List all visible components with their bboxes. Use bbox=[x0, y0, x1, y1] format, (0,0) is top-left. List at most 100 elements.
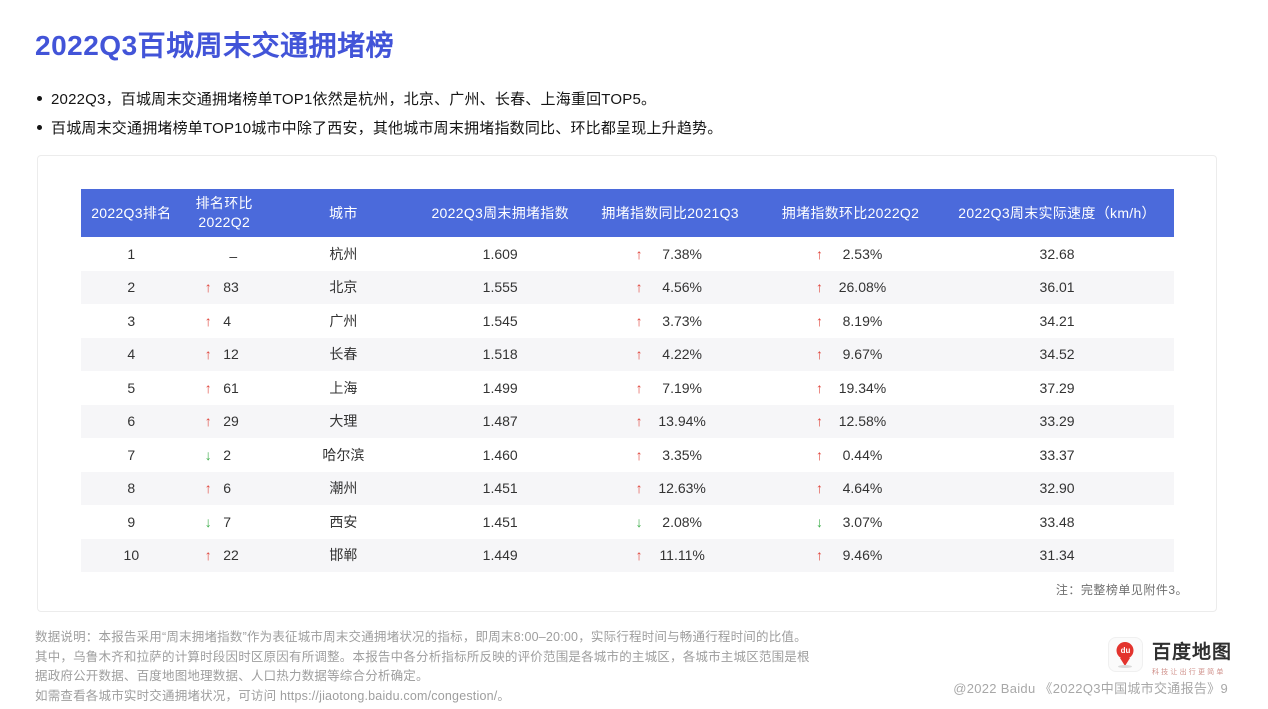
congestion-index-cell: 1.555 bbox=[482, 279, 518, 296]
table-row: 7 ↓ 2 哈尔滨 1.460 ↑ 3.35% bbox=[81, 438, 1174, 472]
column-header-line1: 2022Q3周末实际速度（km/h） bbox=[958, 204, 1156, 221]
yoy-cell: ↑ 3.73% bbox=[580, 304, 760, 338]
city-cell: 西安 bbox=[329, 513, 358, 530]
congestion-index-cell: 1.451 bbox=[482, 480, 518, 497]
rank-change-cell: ↑ 22 bbox=[182, 539, 266, 573]
table-body: 1 – 杭州 1.609 ↑ 7.38% bbox=[80, 237, 1174, 573]
qoq-value: 19.34% bbox=[838, 379, 887, 396]
yoy-value: 4.56% bbox=[662, 279, 702, 296]
qoq-value: 4.64% bbox=[842, 480, 883, 497]
column-header: 城市 bbox=[266, 189, 421, 237]
yoy-cell: ↑ 7.38% bbox=[580, 237, 760, 271]
qoq-cell: ↑ 12.58% bbox=[760, 405, 940, 439]
speed-cell: 37.29 bbox=[1039, 379, 1075, 396]
bullet-dot-icon bbox=[37, 125, 42, 130]
congestion-index-cell: 1.449 bbox=[482, 547, 518, 564]
rank-change-cell: ↑ 6 bbox=[182, 472, 266, 506]
brand-name: 百度地图 bbox=[1151, 642, 1232, 663]
yoy-cell: ↑ 4.22% bbox=[580, 338, 760, 372]
qoq-arrow-icon: ↑ bbox=[815, 346, 823, 363]
column-header-line1: 2022Q3排名 bbox=[91, 204, 172, 221]
copyright-text: @2022 Baidu 《2022Q3中国城市交通报告》9 bbox=[953, 681, 1228, 696]
rank-cell: 8 bbox=[127, 480, 136, 497]
rank-change-value: – bbox=[229, 248, 238, 265]
rank-change-cell: ↑ 4 bbox=[182, 304, 266, 338]
table-header-row: 2022Q3排名 排名环比 2022Q2 城市 2022Q3周末拥堵指数 bbox=[80, 189, 1174, 237]
qoq-arrow-icon: ↑ bbox=[815, 480, 823, 497]
congestion-index-cell: 1.499 bbox=[482, 379, 518, 396]
rank-change-cell: ↑ 61 bbox=[182, 371, 266, 405]
column-header-line1: 拥堵指数环比2022Q2 bbox=[781, 204, 920, 221]
yoy-value: 12.63% bbox=[658, 480, 706, 497]
footer-notes: 数据说明：本报告采用“周末拥堵指数”作为表征城市周末交通拥堵状况的指标，即周末8… bbox=[35, 628, 817, 706]
speed-cell: 33.48 bbox=[1039, 513, 1075, 530]
yoy-arrow-icon: ↑ bbox=[635, 379, 643, 396]
rank-cell: 5 bbox=[127, 379, 136, 396]
congestion-index-cell: 1.451 bbox=[482, 513, 518, 530]
baidu-maps-brand: du 百度地图 科技让出行更简单 bbox=[1107, 637, 1232, 677]
page-title: 2022Q3百城周末交通拥堵榜 bbox=[35, 30, 395, 61]
column-header-line2: 2022Q2 bbox=[198, 214, 251, 230]
rank-change-value: 29 bbox=[223, 413, 239, 430]
column-header: 拥堵指数环比2022Q2 bbox=[760, 189, 941, 237]
yoy-arrow-icon: ↓ bbox=[635, 513, 643, 530]
yoy-cell: ↑ 11.11% bbox=[580, 539, 760, 573]
congestion-index-cell: 1.487 bbox=[482, 413, 518, 430]
rank-change-value: 6 bbox=[223, 480, 232, 497]
table-row: 3 ↑ 4 广州 1.545 ↑ 3.73% bbox=[81, 304, 1174, 338]
yoy-cell: ↑ 7.19% bbox=[580, 371, 760, 405]
table-row: 4 ↑ 12 长春 1.518 ↑ 4.22% bbox=[80, 337, 1174, 372]
congestion-index-cell: 1.545 bbox=[482, 312, 518, 329]
yoy-value: 7.19% bbox=[662, 379, 702, 396]
data-methodology-note: 数据说明：本报告采用“周末拥堵指数”作为表征城市周末交通拥堵状况的指标，即周末8… bbox=[35, 630, 810, 683]
city-cell: 上海 bbox=[329, 379, 358, 396]
qoq-value: 8.19% bbox=[842, 312, 883, 329]
column-header: 2022Q3周末拥堵指数 bbox=[420, 189, 580, 237]
yoy-arrow-icon: ↑ bbox=[635, 279, 643, 296]
qoq-value: 2.53% bbox=[842, 245, 883, 262]
table-row: 2 ↑ 83 北京 1.555 ↑ 4.56% bbox=[80, 270, 1174, 305]
summary-bullets: 2022Q3，百城周末交通拥堵榜单TOP1依然是杭州，北京、广州、长春、上海重回… bbox=[37, 84, 722, 142]
table-row: 6 ↑ 29 大理 1.487 ↑ 13.94% bbox=[80, 404, 1174, 439]
speed-cell: 32.90 bbox=[1039, 480, 1075, 497]
realtime-url-note: 如需查看各城市实时交通拥堵状况，可访问 https://jiaotong.bai… bbox=[35, 688, 511, 703]
yoy-arrow-icon: ↑ bbox=[635, 446, 643, 463]
qoq-cell: ↑ 19.34% bbox=[760, 371, 940, 405]
yoy-cell: ↑ 3.35% bbox=[580, 438, 760, 472]
baidu-maps-pin-icon: du bbox=[1107, 637, 1143, 672]
yoy-arrow-icon: ↑ bbox=[635, 312, 643, 329]
qoq-cell: ↑ 26.08% bbox=[760, 271, 940, 305]
rank-change-arrow-icon: ↓ bbox=[204, 513, 212, 530]
rank-change-value: 4 bbox=[223, 312, 232, 329]
brand-text-block: 百度地图 科技让出行更简单 bbox=[1152, 637, 1232, 677]
column-header-line1: 拥堵指数同比2021Q3 bbox=[601, 204, 739, 221]
rank-change-arrow-icon: ↑ bbox=[204, 547, 212, 564]
bullet-item: 百城周末交通拥堵榜单TOP10城市中除了西安，其他城市周末拥堵指数同比、环比都呈… bbox=[37, 113, 722, 142]
rank-cell: 10 bbox=[123, 547, 140, 564]
yoy-arrow-icon: ↑ bbox=[635, 547, 643, 564]
table-note: 注：完整榜单见附件3。 bbox=[1055, 583, 1188, 597]
qoq-value: 0.44% bbox=[842, 446, 883, 463]
rank-change-arrow-icon: ↑ bbox=[204, 379, 212, 396]
yoy-arrow-icon: ↑ bbox=[635, 413, 643, 430]
congestion-index-cell: 1.609 bbox=[482, 245, 518, 262]
table-row: 5 ↑ 61 上海 1.499 ↑ 7.19% bbox=[81, 371, 1174, 405]
city-cell: 广州 bbox=[329, 312, 358, 329]
qoq-cell: ↑ 9.46% bbox=[760, 539, 940, 573]
qoq-arrow-icon: ↑ bbox=[815, 446, 823, 463]
congestion-ranking-table: 2022Q3排名 排名环比 2022Q2 城市 2022Q3周末拥堵指数 bbox=[80, 189, 1174, 573]
city-cell: 长春 bbox=[329, 346, 358, 363]
yoy-value: 11.11% bbox=[659, 547, 705, 564]
rank-change-arrow-icon: ↑ bbox=[204, 480, 212, 497]
yoy-value: 13.94% bbox=[658, 413, 706, 430]
bullet-dot-icon bbox=[37, 96, 42, 101]
column-header: 2022Q3排名 bbox=[80, 189, 183, 237]
qoq-arrow-icon: ↑ bbox=[815, 279, 823, 296]
city-cell: 北京 bbox=[329, 279, 358, 296]
qoq-arrow-icon: ↑ bbox=[815, 379, 823, 396]
rank-change-value: 61 bbox=[223, 379, 239, 396]
qoq-arrow-icon: ↑ bbox=[815, 312, 823, 329]
qoq-value: 9.67% bbox=[842, 346, 883, 363]
speed-cell: 31.34 bbox=[1039, 547, 1075, 564]
rank-change-value: 7 bbox=[223, 513, 232, 530]
